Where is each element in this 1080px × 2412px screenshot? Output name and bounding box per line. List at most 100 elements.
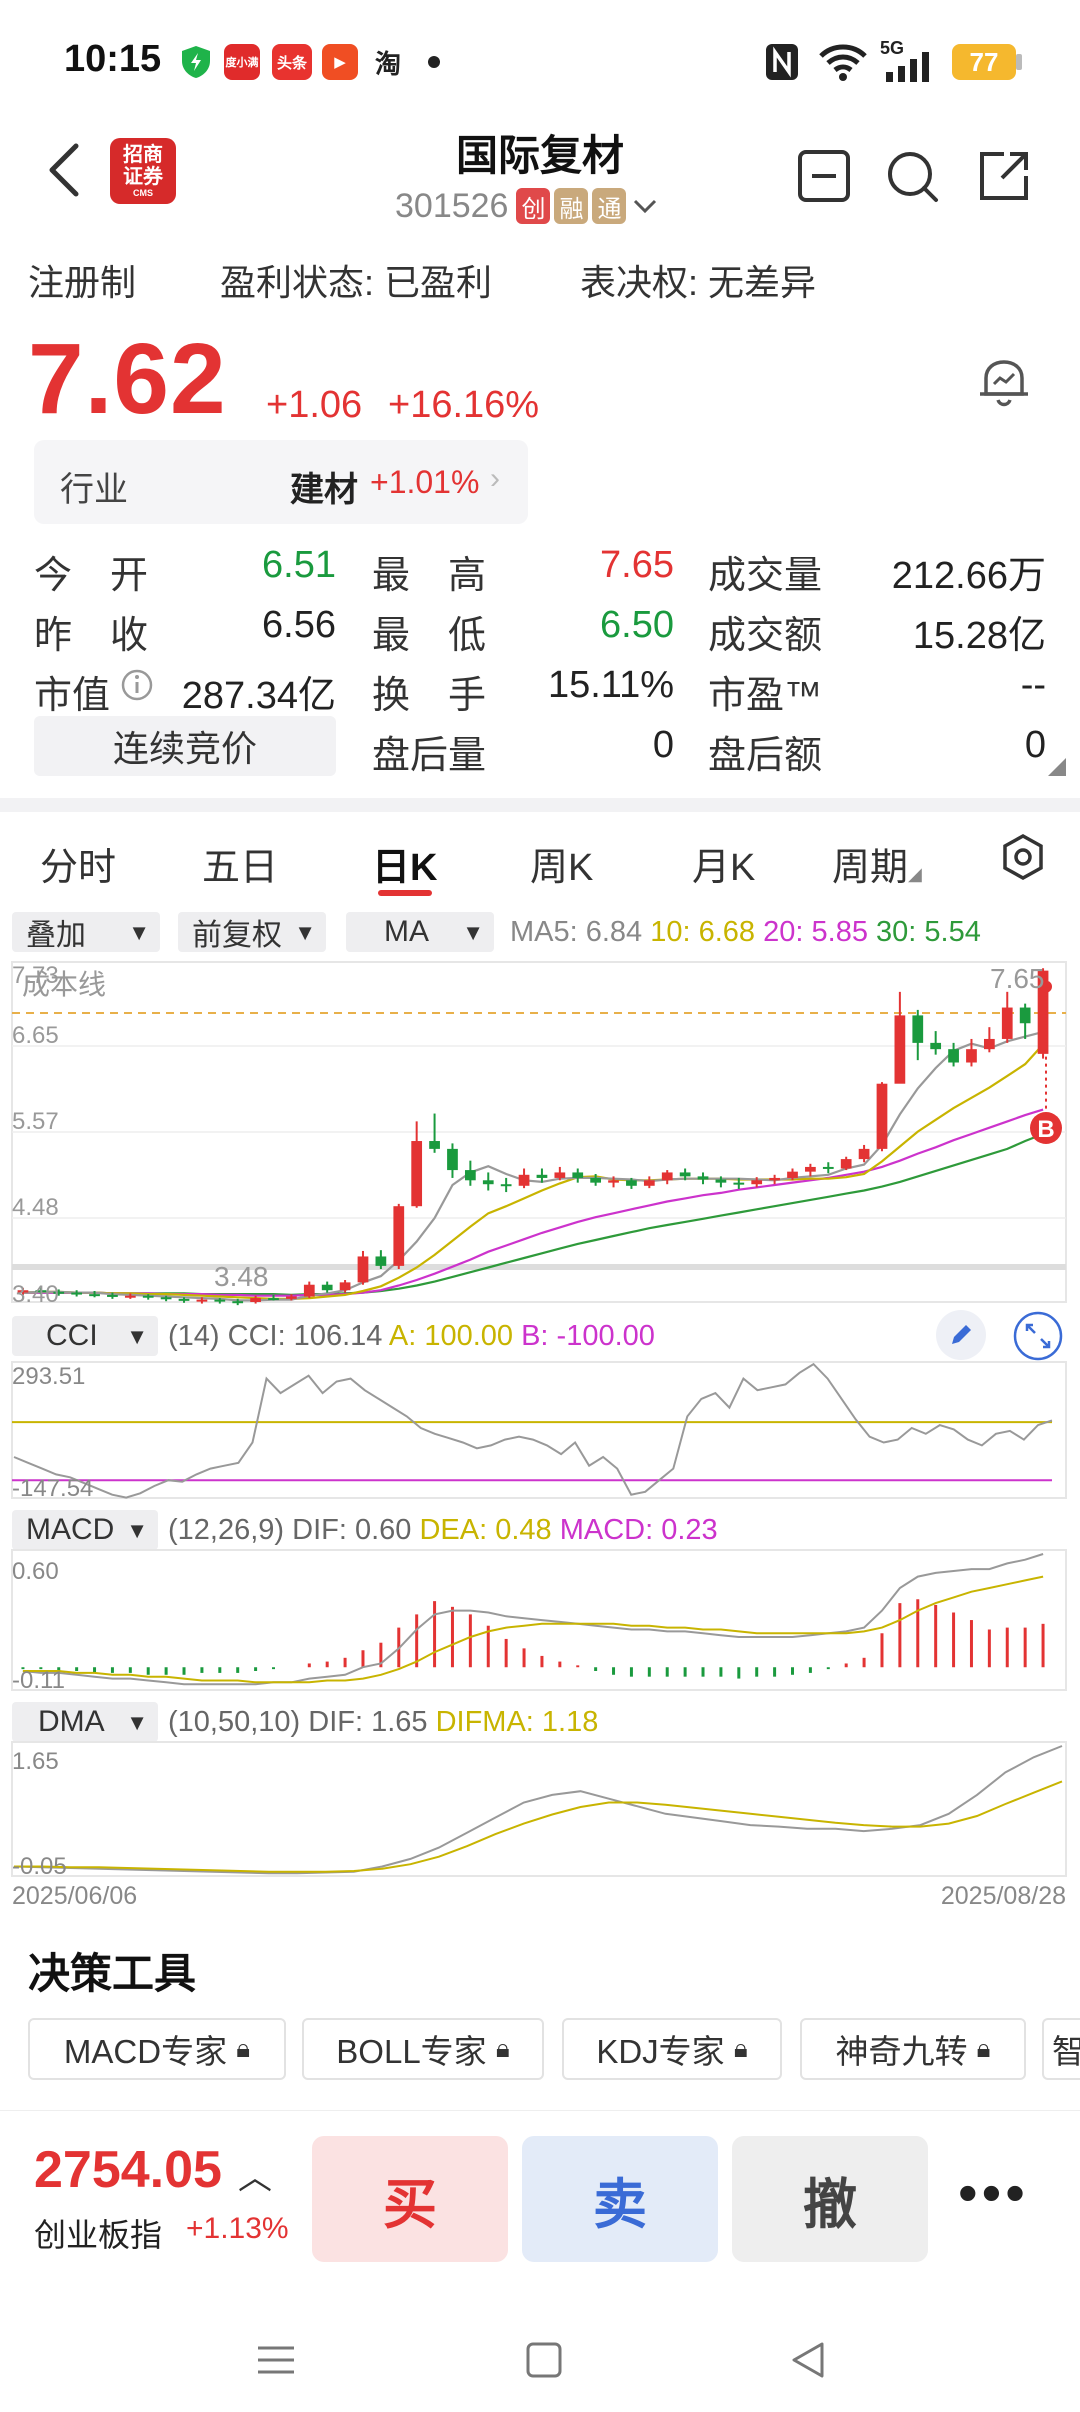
tab-monthly-k[interactable]: 月K bbox=[692, 847, 756, 889]
tool-macd-expert[interactable]: MACD专家 🔒︎ bbox=[28, 2018, 286, 2080]
dma-selector[interactable]: DMA ▼ bbox=[12, 1702, 158, 1742]
candle-body bbox=[554, 1172, 566, 1178]
turnover-rate-value: 15.11% bbox=[547, 664, 674, 706]
tool-label: BOLL专家 bbox=[336, 2033, 487, 2070]
broker-logo-bottom: 证券 bbox=[123, 166, 163, 188]
macd-selector-label: MACD bbox=[26, 1513, 115, 1546]
after-hours-volume-label: 盘后量 bbox=[372, 735, 487, 777]
candle-body bbox=[464, 1170, 476, 1181]
kline-chart[interactable]: 7.73 6.65 5.57 4.48 3.40 成本线 7.65 3.48 B… bbox=[0, 950, 1080, 1910]
battery-indicator: 77 bbox=[952, 44, 1016, 80]
chevron-up-icon[interactable]: ︿ bbox=[238, 2159, 272, 2197]
candle-body bbox=[357, 1256, 369, 1283]
app-icon-taobao: 淘 bbox=[370, 44, 406, 80]
macd-selector[interactable]: MACD ▼ bbox=[12, 1510, 158, 1550]
price-alert-bell-icon[interactable] bbox=[972, 350, 1036, 414]
stock-code: 301526 bbox=[395, 186, 509, 225]
notification-dot-icon bbox=[428, 56, 440, 68]
search-icon[interactable] bbox=[884, 148, 940, 204]
stock-code-row[interactable]: 301526 创 融 通 bbox=[395, 184, 660, 228]
expand-corner-icon[interactable] bbox=[1048, 758, 1066, 776]
active-tab-indicator bbox=[378, 890, 432, 896]
more-button[interactable]: ••• bbox=[958, 2161, 1029, 2224]
volume-label: 成交量 bbox=[708, 555, 823, 597]
candle-body bbox=[536, 1174, 548, 1178]
high-label: 最 高 bbox=[372, 555, 487, 597]
tab-five-day[interactable]: 五日 bbox=[202, 847, 279, 889]
candle-body bbox=[178, 1298, 190, 1301]
cci-marks bbox=[12, 1362, 1053, 1499]
caret-down-icon: ▼ bbox=[462, 920, 484, 945]
chevron-down-icon[interactable] bbox=[630, 191, 660, 221]
macd-dif-legend: (12,26,9) DIF: 0.60 bbox=[168, 1514, 412, 1546]
nfc-icon bbox=[766, 44, 798, 80]
adjust-selector[interactable]: 前复权 ▼ bbox=[178, 912, 326, 952]
lock-icon: 🔒︎ bbox=[236, 2033, 251, 2063]
overlay-selector[interactable]: 叠加 ▼ bbox=[12, 912, 160, 952]
tab-daily-k[interactable]: 日K bbox=[372, 847, 438, 889]
dma-panel-frame bbox=[11, 1741, 1067, 1877]
open-value: 6.51 bbox=[262, 544, 336, 586]
info-icon[interactable] bbox=[120, 668, 154, 702]
turnover-amount-value: 15.28亿 bbox=[912, 615, 1046, 657]
cancel-order-button[interactable]: 撤 bbox=[732, 2136, 928, 2262]
macd-axis-bottom: -0.11 bbox=[12, 1667, 65, 1694]
tool-boll-expert[interactable]: BOLL专家 🔒︎ bbox=[302, 2018, 544, 2080]
pe-ttm-value: -- bbox=[1020, 664, 1046, 706]
settings-hexagon-icon[interactable] bbox=[998, 832, 1048, 882]
tab-period[interactable]: 周期◢ bbox=[832, 836, 922, 891]
macd-dea-legend: DEA: 0.48 bbox=[419, 1514, 552, 1546]
industry-name: 建材 bbox=[290, 471, 358, 509]
back-button[interactable] bbox=[40, 140, 90, 200]
candle-body bbox=[321, 1284, 333, 1291]
cci-selector[interactable]: CCI ▼ bbox=[12, 1316, 158, 1356]
candle-body bbox=[715, 1179, 727, 1183]
dma-selector-label: DMA bbox=[38, 1705, 105, 1738]
edit-pen-button[interactable] bbox=[936, 1310, 986, 1360]
caret-down-icon: ▼ bbox=[126, 1518, 148, 1543]
tab-intraday[interactable]: 分时 bbox=[40, 847, 117, 889]
profit-status: 盈利状态: 已盈利 bbox=[220, 262, 493, 303]
market-cap-value: 287.34亿 bbox=[181, 675, 336, 717]
index-name: 创业板指 bbox=[34, 2217, 163, 2253]
pen-icon bbox=[952, 1325, 971, 1344]
fullscreen-icon[interactable] bbox=[1012, 1310, 1064, 1362]
menu-icon[interactable] bbox=[256, 2340, 296, 2380]
minus-square-icon[interactable] bbox=[796, 148, 852, 204]
sell-button[interactable]: 卖 bbox=[522, 2136, 718, 2262]
candle-body bbox=[679, 1172, 691, 1177]
buy-marker[interactable] bbox=[1030, 1112, 1062, 1144]
share-icon[interactable] bbox=[976, 148, 1032, 204]
candle-body bbox=[429, 1141, 440, 1149]
tag-chuang: 创 bbox=[516, 188, 551, 224]
volume-value: 212.66万 bbox=[891, 555, 1046, 597]
candle-body bbox=[912, 1015, 924, 1043]
app-icon-toutiao: 头条 bbox=[272, 44, 312, 80]
tool-partial[interactable]: 智 bbox=[1042, 2018, 1080, 2080]
ma-selector[interactable]: MA ▼ bbox=[346, 912, 494, 952]
dma-difma-legend: DIFMA: 1.18 bbox=[435, 1706, 599, 1738]
low-marker-label: 3.48 bbox=[214, 1261, 269, 1292]
stock-name[interactable]: 国际复材 bbox=[455, 132, 624, 179]
candle-body bbox=[876, 1083, 888, 1149]
back-triangle-icon[interactable] bbox=[788, 2340, 828, 2380]
buy-button[interactable]: 买 bbox=[312, 2136, 508, 2262]
tag-rong: 融 bbox=[554, 188, 589, 224]
ma20-line bbox=[22, 1108, 1044, 1297]
tool-magic-nine[interactable]: 神奇九转 🔒︎ bbox=[800, 2018, 1026, 2080]
after-hours-amount-label: 盘后额 bbox=[708, 735, 823, 777]
candle-body bbox=[375, 1256, 387, 1266]
candle-body bbox=[805, 1166, 816, 1172]
industry-box[interactable]: 行业 建材 +1.01% › bbox=[34, 440, 528, 524]
buy-marker-label: B bbox=[1037, 1116, 1054, 1143]
tab-weekly-k[interactable]: 周K bbox=[530, 847, 594, 889]
tool-kdj-expert[interactable]: KDJ专家 🔒︎ bbox=[562, 2018, 782, 2080]
candle-body bbox=[733, 1182, 745, 1185]
candle-body bbox=[1019, 1007, 1031, 1024]
macd-marks bbox=[21, 1553, 1045, 1686]
signal-icon bbox=[886, 52, 929, 82]
index-value[interactable]: 2754.05 bbox=[34, 2141, 222, 2199]
home-icon[interactable] bbox=[524, 2340, 564, 2380]
ma5-line bbox=[22, 1030, 1044, 1302]
cci-legend: (14) CCI: 106.14 A: 100.00 B: -100.00 bbox=[168, 1320, 655, 1353]
